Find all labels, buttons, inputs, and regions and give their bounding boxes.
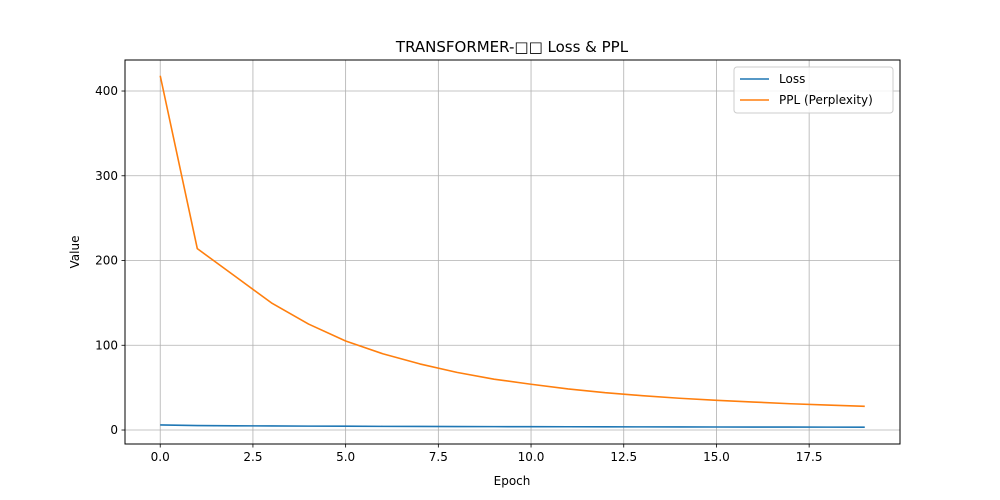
x-tick-label: 17.5 — [796, 450, 823, 464]
x-tick-label: 12.5 — [610, 450, 637, 464]
y-tick-label: 400 — [95, 84, 118, 98]
legend-label: PPL (Perplexity) — [779, 93, 873, 107]
ppl-series-line — [159, 75, 865, 408]
x-tick-label: 10.0 — [518, 450, 545, 464]
x-tick-label: 0.0 — [151, 450, 170, 464]
y-tick-label: 0 — [110, 423, 118, 437]
x-tick-label: 2.5 — [243, 450, 262, 464]
y-tick-label: 300 — [95, 169, 118, 183]
y-axis-label: Value — [68, 236, 82, 269]
plot-lines — [159, 75, 865, 428]
x-tick-label: 15.0 — [703, 450, 730, 464]
x-axis-label: Epoch — [494, 474, 531, 488]
plot-frame — [124, 59, 901, 445]
x-tick-label: 5.0 — [336, 450, 355, 464]
legend: Loss PPL (Perplexity) — [733, 66, 894, 114]
legend-box — [733, 66, 894, 114]
grid — [125, 60, 900, 444]
y-tick-label: 100 — [95, 338, 118, 352]
chart-title: TRANSFORMER-□□ Loss & PPL — [395, 38, 629, 56]
axis-ticks: 0.0 2.5 5.0 7.5 10.0 12.5 15.0 17.5 0 100 200 300 40… — [95, 84, 822, 464]
loss-series-line — [160, 424, 865, 428]
legend-label: Loss — [779, 72, 805, 86]
y-tick-label: 200 — [95, 254, 118, 268]
x-tick-label: 7.5 — [429, 450, 448, 464]
